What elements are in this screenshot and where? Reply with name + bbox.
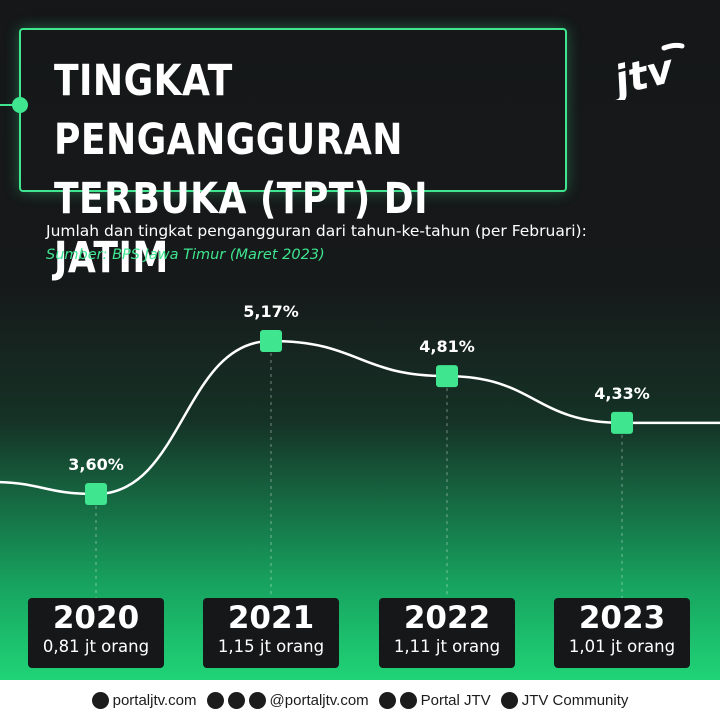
- title-line-2: TERBUKA (TPT) DI JATIM: [54, 174, 428, 283]
- footer-website[interactable]: portaljtv.com: [112, 691, 197, 709]
- data-label-2022: 4,81%: [419, 337, 475, 356]
- year-label: 2021: [227, 600, 315, 636]
- page-title: TINGKAT PENGANGGURAN TERBUKA (TPT) DI JAT…: [54, 52, 474, 288]
- unemployed-count: 0,81 jt orang: [42, 637, 150, 656]
- data-point-2020: [85, 483, 107, 505]
- telegram-icon[interactable]: [500, 691, 518, 709]
- unemployed-count: 1,15 jt orang: [217, 637, 325, 656]
- footer-community[interactable]: JTV Community: [521, 691, 629, 709]
- year-card-2023: 2023 1,01 jt orang: [554, 598, 690, 668]
- unemployed-count: 1,01 jt orang: [568, 637, 676, 656]
- data-point-2022: [436, 365, 458, 388]
- year-card-2020: 2020 0,81 jt orang: [28, 598, 164, 668]
- chart-source: Sumber: BPS Jawa Timur (Maret 2023): [46, 247, 325, 263]
- year-label: 2023: [578, 600, 666, 636]
- chart-subtitle: Jumlah dan tingkat pengangguran dari tah…: [46, 222, 587, 240]
- year-label: 2022: [403, 600, 491, 636]
- year-card-2021: 2021 1,15 jt orang: [203, 598, 339, 668]
- tiktok-icon[interactable]: [248, 691, 266, 709]
- jtv-logo: jtv: [612, 42, 685, 100]
- title-line-1: TINGKAT PENGANGGURAN: [54, 56, 403, 165]
- twitter-icon[interactable]: [227, 691, 245, 709]
- background: [0, 0, 720, 680]
- year-card-2022: 2022 1,11 jt orang: [379, 598, 515, 668]
- data-point-2021: [260, 330, 282, 352]
- footer-page[interactable]: Portal JTV: [420, 691, 491, 709]
- title-connector-dot: [12, 97, 28, 113]
- data-point-2023: [611, 411, 633, 434]
- footer-bar: portaljtv.com @portaljtv.com Portal JTV …: [0, 680, 720, 720]
- year-label: 2020: [52, 600, 140, 636]
- facebook-icon[interactable]: [378, 691, 396, 709]
- unemployed-count: 1,11 jt orang: [393, 637, 501, 656]
- line-chart: 3,60% 5,17% 4,81% 4,33%: [0, 302, 720, 598]
- title-connector-line: [0, 104, 20, 106]
- youtube-icon[interactable]: [399, 691, 417, 709]
- data-label-2023: 4,33%: [594, 384, 650, 403]
- globe-icon[interactable]: [91, 691, 109, 709]
- footer-social-handle[interactable]: @portaljtv.com: [269, 691, 369, 709]
- data-label-2021: 5,17%: [243, 302, 299, 321]
- data-label-2020: 3,60%: [68, 455, 124, 474]
- instagram-icon[interactable]: [206, 691, 224, 709]
